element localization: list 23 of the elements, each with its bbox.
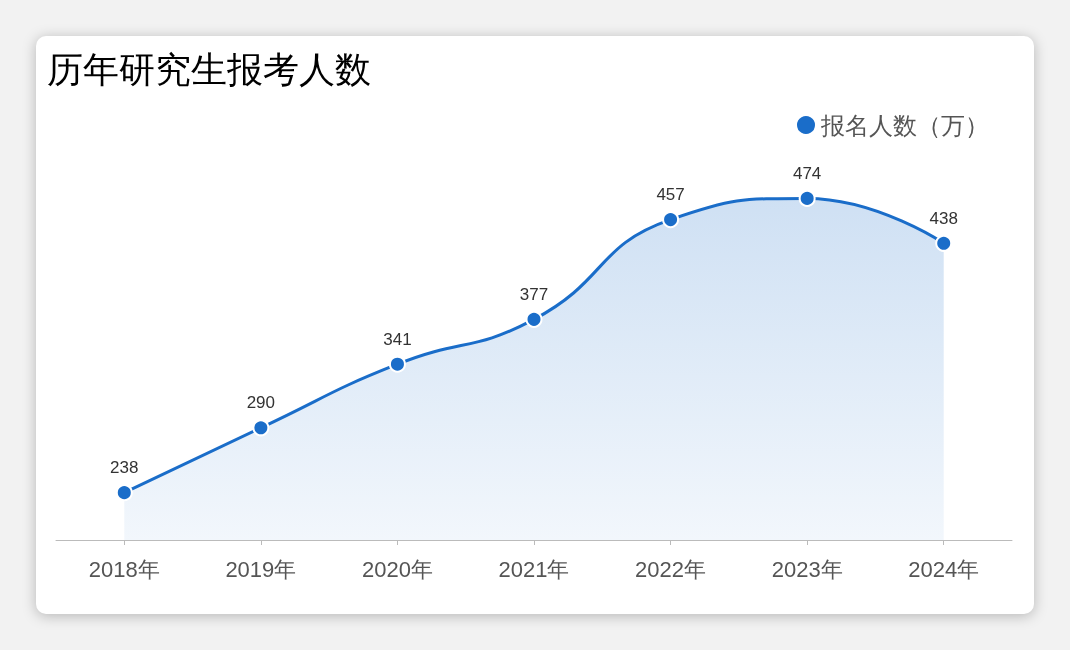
point (935, 234, 953, 252)
x-tick-label: 2020年 (361, 556, 433, 582)
x-tick-label: 2019年 (225, 556, 297, 582)
point (798, 189, 816, 207)
legend-label: 报名人数（万） (820, 111, 989, 139)
data-label: 238 (110, 458, 139, 478)
x-tick-label: 2018年 (88, 556, 160, 582)
point (525, 310, 543, 328)
data-label: 290 (246, 393, 276, 413)
x-tick-label: 2024年 (908, 556, 980, 582)
point (115, 484, 133, 502)
data-label: 341 (383, 329, 412, 349)
x-tick-label: 2021年 (498, 556, 570, 582)
data-label: 474 (792, 163, 822, 183)
data-label: 377 (519, 284, 549, 304)
point (662, 211, 680, 229)
x-tick-label: 2022年 (635, 556, 707, 582)
data-label: 457 (656, 185, 685, 205)
data-label: 438 (929, 208, 958, 228)
point (252, 419, 270, 437)
chart-title: 历年研究生报考人数 (47, 48, 371, 90)
x-tick-label: 2023年 (771, 556, 843, 582)
point (388, 355, 406, 373)
